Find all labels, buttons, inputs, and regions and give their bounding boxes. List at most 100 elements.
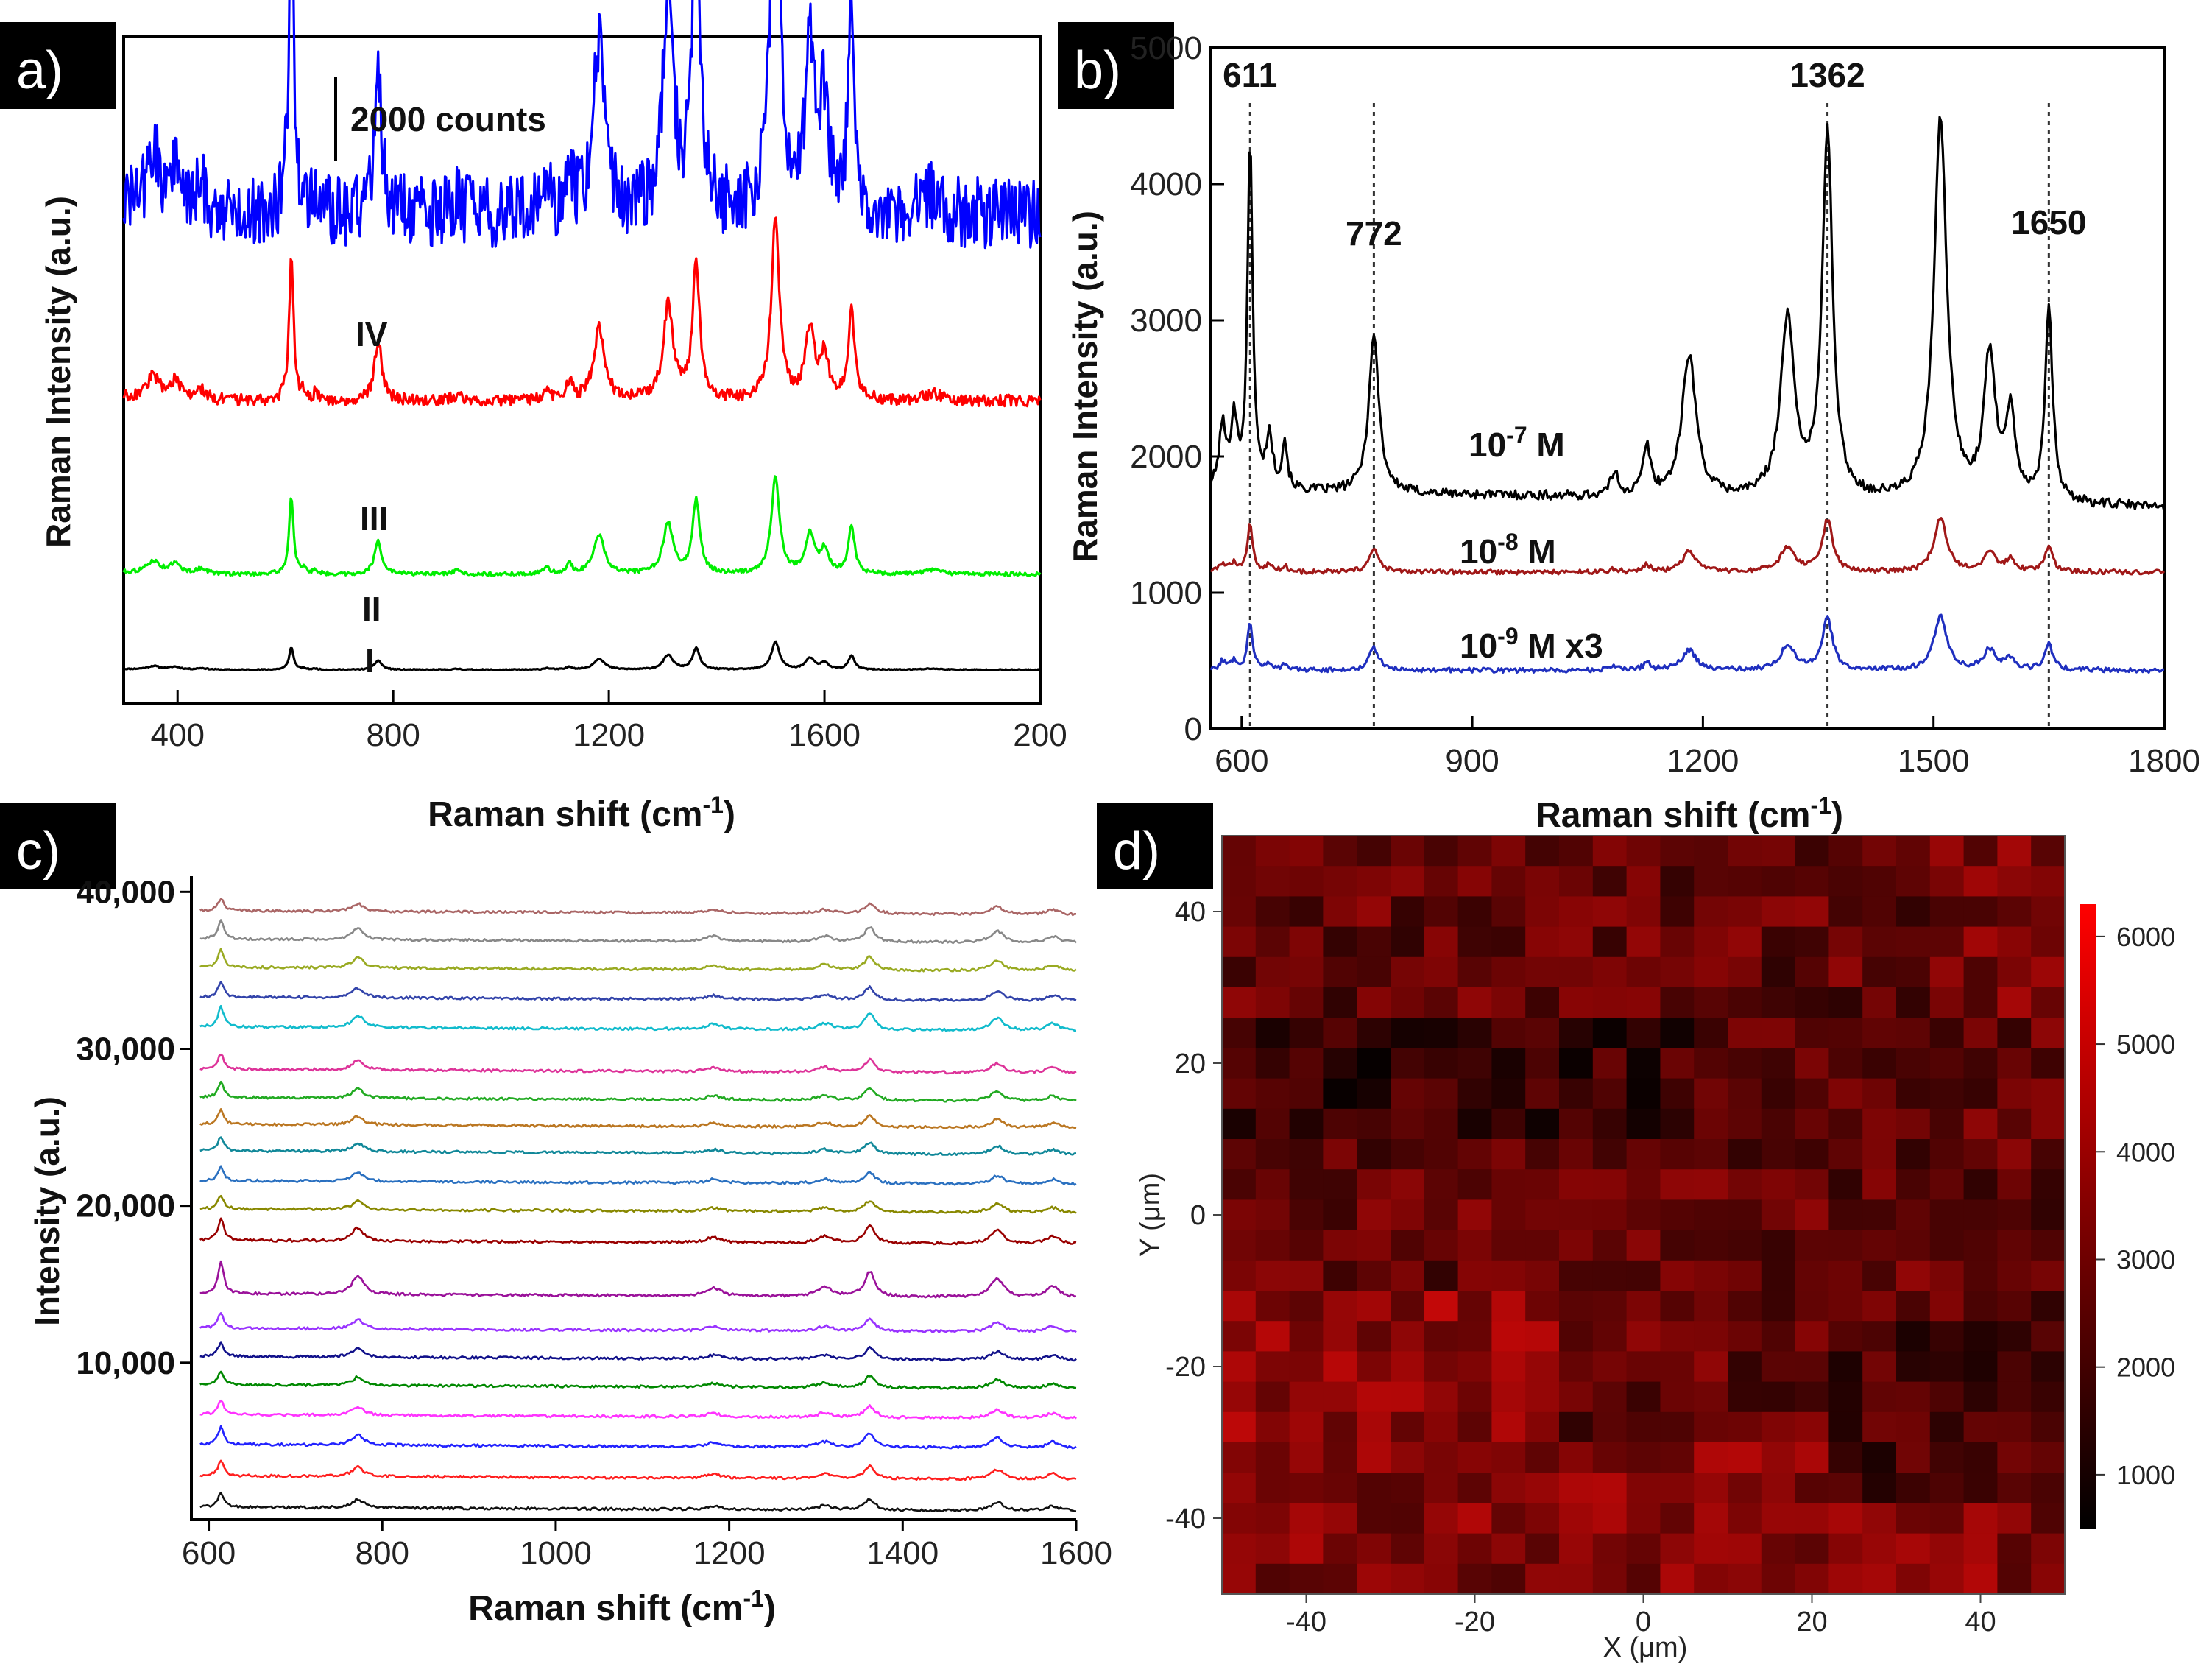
heatmap-cell: [1424, 1321, 1459, 1352]
heatmap-cell: [1391, 1503, 1425, 1534]
heatmap-cell: [1626, 1503, 1661, 1534]
heatmap-cell: [1963, 866, 1998, 897]
heatmap-cell: [1222, 1260, 1257, 1291]
heatmap-cell: [1828, 1169, 1863, 1200]
heatmap-cell: [2031, 1533, 2066, 1565]
panel-b: b) 600 900 1200 1500 1800 0 1000 2000 3000 4000 50…: [1058, 22, 2200, 835]
heatmap-cell: [1559, 1169, 1594, 1200]
heatmap-cell: [1963, 1108, 1998, 1140]
heatmap-cell: [1862, 836, 1897, 867]
heatmap-cell: [1457, 1321, 1492, 1352]
heatmap-cell: [1795, 1442, 1829, 1473]
heatmap-cell: [1457, 1442, 1492, 1473]
heatmap-cell: [1761, 866, 1796, 897]
heatmap-cell: [1795, 1199, 1829, 1231]
heatmap-cell: [1828, 1048, 1863, 1079]
heatmap-cell: [1457, 1411, 1492, 1443]
heatmap-cell: [1828, 1230, 1863, 1261]
panel-d: d) -40 -20 0 20 40 40 20 0 -20 -40 1000 2000 3000 40…: [1097, 803, 2175, 1663]
heatmap-cell: [1896, 1563, 1931, 1595]
heatmap-cell: [2031, 1018, 2066, 1048]
heatmap-cell: [1391, 956, 1425, 988]
heatmap-cell: [1289, 956, 1324, 988]
panel-d-y-axis-label: Y (μm): [1135, 1173, 1166, 1257]
heatmap-cell: [1357, 987, 1391, 1018]
heatmap-cell: [1896, 1260, 1931, 1291]
heatmap-cell: [1255, 1563, 1290, 1595]
heatmap-cell: [1491, 1139, 1526, 1170]
heatmap-cell: [1896, 1230, 1931, 1261]
heatmap-cell: [1862, 1351, 1897, 1383]
heatmap-cell: [1929, 956, 1965, 988]
panel-b-badge: [1058, 22, 1174, 109]
panel-b-series: [1209, 116, 2166, 674]
heatmap-cell: [1424, 1108, 1459, 1140]
heatmap-cell: [1491, 1533, 1526, 1565]
heatmap-cell: [2031, 1048, 2066, 1079]
heatmap-cell: [1761, 1048, 1796, 1079]
heatmap-cell: [1391, 1321, 1425, 1352]
heatmap-cell: [1795, 836, 1829, 867]
heatmap-cell: [1457, 1503, 1492, 1534]
heatmap-cell: [1963, 956, 1998, 988]
heatmap-cell: [1323, 1078, 1357, 1110]
heatmap-cell: [1222, 896, 1257, 928]
heatmap-cell: [1457, 836, 1492, 867]
panel-d-y-tick-label: 0: [1190, 1200, 1206, 1231]
heatmap-cell: [1660, 1473, 1695, 1503]
heatmap-cell: [1728, 1411, 1762, 1443]
heatmap-cell: [1289, 1351, 1324, 1383]
heatmap-cell: [1997, 926, 2032, 958]
heatmap-cell: [1357, 1473, 1391, 1503]
panel-a-x-tick-label: 200: [1013, 717, 1067, 753]
heatmap-cell: [1896, 1018, 1931, 1048]
heatmap-cell: [1828, 1563, 1863, 1595]
heatmap-cell: [1896, 1291, 1931, 1322]
heatmap-cell: [1289, 1108, 1324, 1140]
heatmap-cell: [1626, 1018, 1661, 1048]
panel-c-series-3: [199, 1399, 1077, 1420]
heatmap-cell: [1559, 1381, 1594, 1413]
panel-c-series-16: [199, 981, 1077, 1002]
heatmap-cell: [1255, 896, 1290, 928]
heatmap-cell: [1828, 1442, 1863, 1473]
heatmap-cell: [1963, 1018, 1998, 1048]
heatmap-cell: [1491, 1230, 1526, 1261]
heatmap-cell: [1559, 1199, 1594, 1231]
heatmap-cell: [1761, 1473, 1796, 1503]
heatmap-cell: [1255, 1260, 1290, 1291]
heatmap-cell: [1997, 1230, 2032, 1261]
heatmap-cell: [1289, 1260, 1324, 1291]
heatmap-cell: [1525, 1169, 1560, 1200]
heatmap-cell: [1255, 1321, 1290, 1352]
panel-c-series-10: [199, 1165, 1077, 1186]
heatmap-cell: [1391, 987, 1425, 1018]
heatmap-cell: [1896, 896, 1931, 928]
heatmap-cell: [1626, 1533, 1661, 1565]
heatmap-cell: [1728, 1260, 1762, 1291]
heatmap-cell: [1626, 987, 1661, 1018]
heatmap-cell: [1862, 1411, 1897, 1443]
heatmap-cell: [1963, 1230, 1998, 1261]
heatmap-cell: [1424, 1563, 1459, 1595]
heatmap-cell: [1424, 956, 1459, 988]
heatmap-cell: [1222, 866, 1257, 897]
heatmap-cell: [1929, 926, 1965, 958]
heatmap-cell: [1525, 896, 1560, 928]
heatmap-cell: [1896, 866, 1931, 897]
heatmap-cell: [1626, 1169, 1661, 1200]
heatmap-cell: [1255, 1381, 1290, 1413]
heatmap-cell: [1491, 1563, 1526, 1595]
heatmap-cell: [1357, 1018, 1391, 1048]
heatmap-cell: [1457, 1260, 1492, 1291]
panel-d-colorbar: [2080, 904, 2096, 1529]
heatmap-cell: [1828, 926, 1863, 958]
panel-c-series-7: [199, 1260, 1077, 1299]
heatmap-cell: [1391, 1139, 1425, 1170]
heatmap-cell: [1592, 1381, 1628, 1413]
panel-b-y-tick-label: 0: [1184, 711, 1202, 747]
heatmap-cell: [2031, 1563, 2066, 1595]
panel-a-x-tick-label: 800: [366, 717, 420, 753]
heatmap-cell: [1222, 1230, 1257, 1261]
heatmap-cell: [1761, 1442, 1796, 1473]
